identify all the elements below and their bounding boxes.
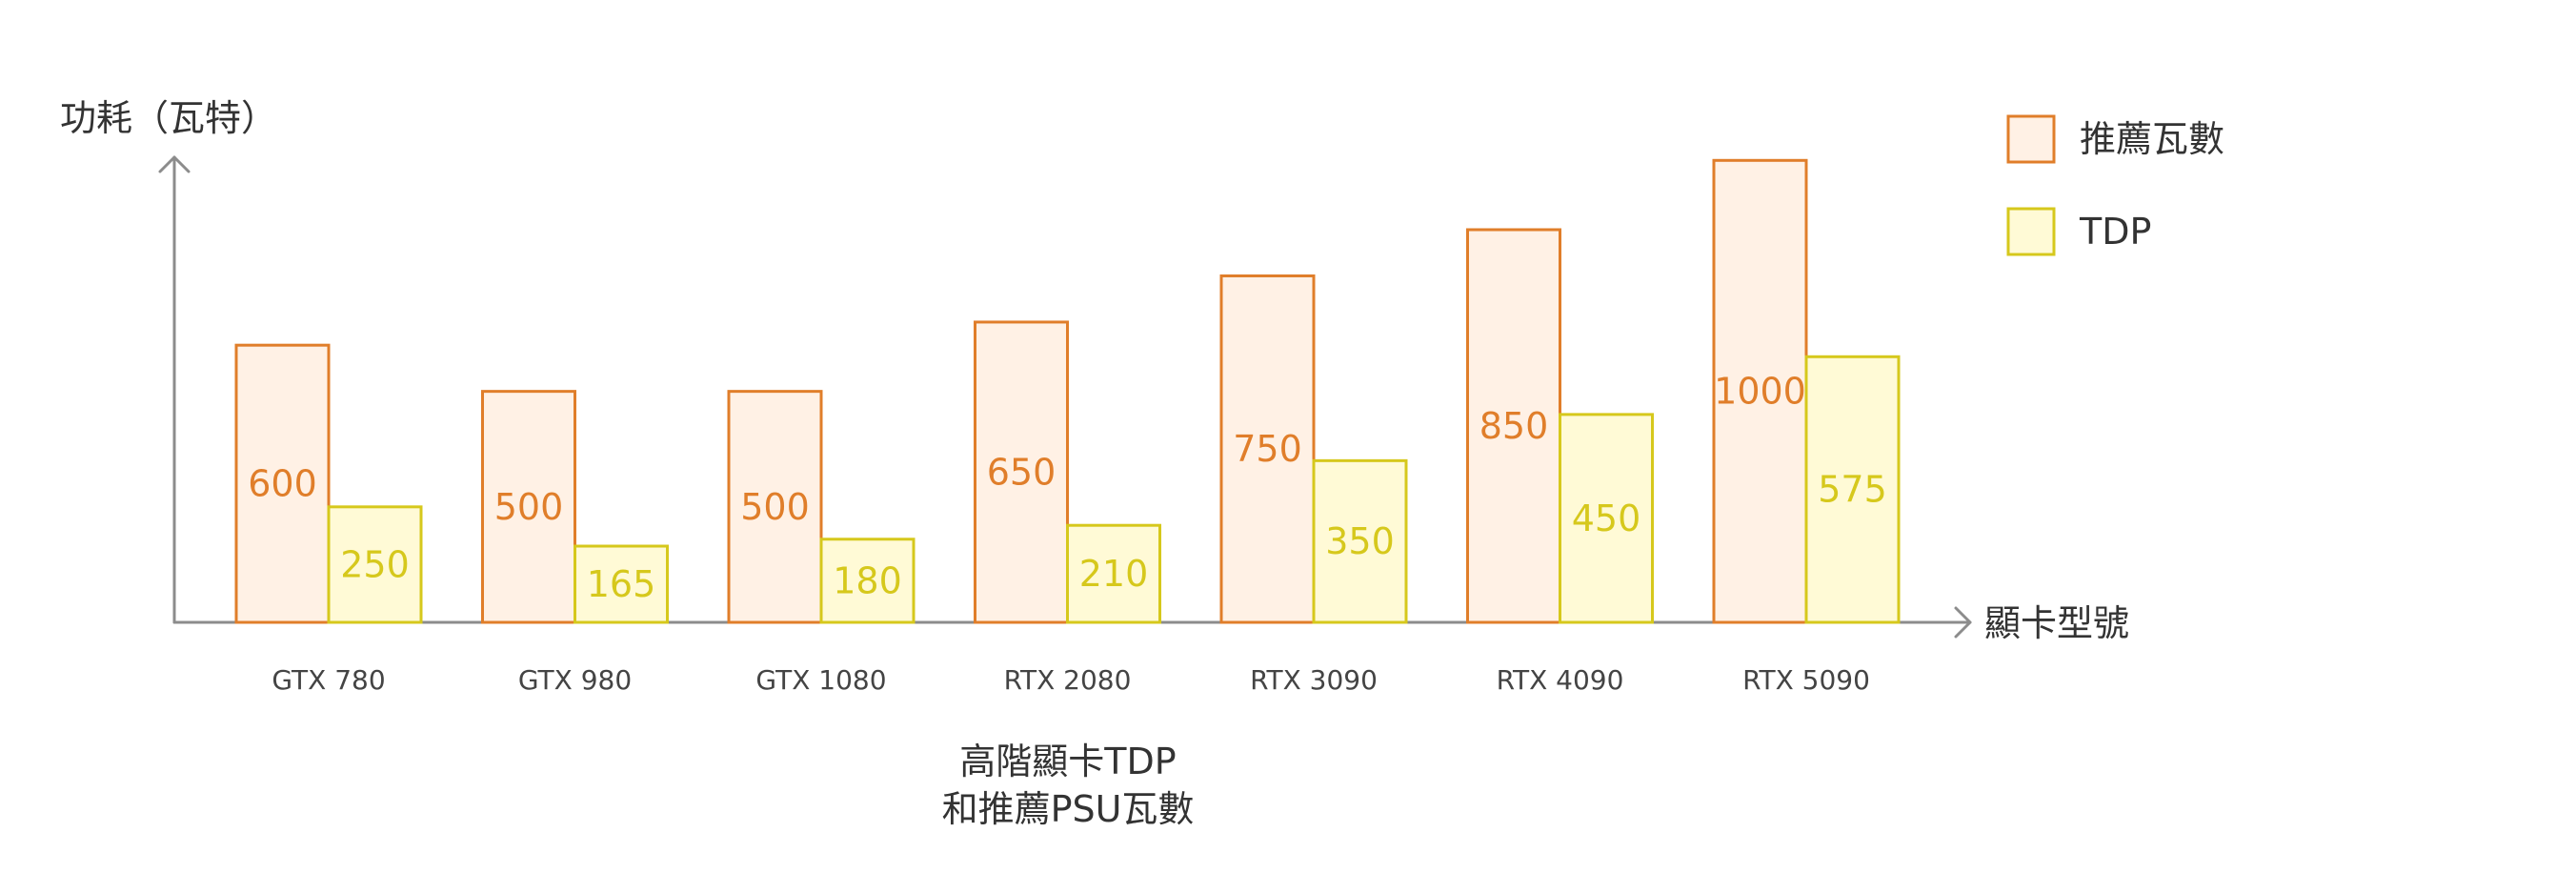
x-tick-label-0: GTX 780	[272, 664, 385, 696]
bar-tdp-5	[1559, 413, 1654, 624]
value-label-tdp-1: 165	[587, 563, 656, 605]
y-axis-title: 功耗（瓦特）	[60, 97, 277, 139]
x-tick-label-6: RTX 5090	[1742, 664, 1870, 696]
y-axis-arrow	[158, 155, 191, 173]
value-label-tdp-4: 350	[1325, 520, 1395, 562]
bars	[234, 158, 1901, 624]
x-tick-labels: GTX 780 GTX 980 GTX 1080 RTX 2080 RTX 3090 RT…	[272, 664, 1870, 696]
legend: 推薦瓦數 TDP	[2006, 114, 2224, 256]
bar-recommended-3	[974, 320, 1069, 624]
bar-tdp-3	[1066, 523, 1161, 624]
bar-recommended-4	[1219, 274, 1316, 624]
chart-title-line-2: 和推薦PSU瓦數	[942, 788, 1195, 830]
value-label-recommended-6: 1000	[1714, 371, 1806, 413]
x-tick-label-4: RTX 3090	[1250, 664, 1378, 696]
x-tick-label-5: RTX 4090	[1497, 664, 1624, 696]
value-label-recommended-2: 500	[740, 486, 810, 528]
legend-swatch-tdp	[2006, 207, 2056, 256]
x-axis-arrow	[1954, 606, 1972, 639]
bar-recommended-2	[727, 390, 823, 624]
chart-title: 高階顯卡TDP 和推薦PSU瓦數	[942, 741, 1195, 830]
value-label-recommended-4: 750	[1233, 428, 1302, 470]
value-label-tdp-5: 450	[1572, 497, 1641, 539]
legend-label-recommended: 推薦瓦數	[2080, 118, 2224, 160]
x-tick-label-2: GTX 1080	[755, 664, 886, 696]
bar-tdp-0	[327, 505, 423, 624]
bar-recommended-5	[1466, 228, 1561, 624]
x-tick-label-1: GTX 980	[518, 664, 632, 696]
chart-title-line-1: 高階顯卡TDP	[959, 741, 1176, 782]
bar-recommended-0	[234, 343, 331, 624]
bar-tdp-2	[819, 538, 916, 624]
value-label-recommended-3: 650	[987, 451, 1057, 493]
x-tick-label-3: RTX 2080	[1004, 664, 1132, 696]
value-label-tdp-2: 180	[833, 559, 902, 601]
bar-tdp-1	[574, 544, 669, 624]
legend-label-tdp: TDP	[2079, 211, 2151, 253]
bar-tdp-6	[1804, 355, 1901, 624]
value-label-tdp-6: 575	[1818, 469, 1887, 511]
bar-recommended-6	[1712, 158, 1808, 624]
bar-recommended-1	[481, 390, 576, 624]
value-label-tdp-3: 210	[1079, 553, 1149, 595]
value-label-recommended-1: 500	[494, 486, 564, 528]
value-label-recommended-0: 600	[248, 463, 317, 505]
x-axis-title: 顯卡型號	[1984, 602, 2129, 644]
value-labels: 600 250 500 165 500 180 650 210 750 350 850 450 1000…	[248, 371, 1887, 605]
bar-tdp-4	[1312, 458, 1408, 624]
value-label-recommended-5: 850	[1479, 405, 1549, 447]
legend-swatch-recommended	[2006, 114, 2056, 164]
value-label-tdp-0: 250	[340, 543, 410, 585]
